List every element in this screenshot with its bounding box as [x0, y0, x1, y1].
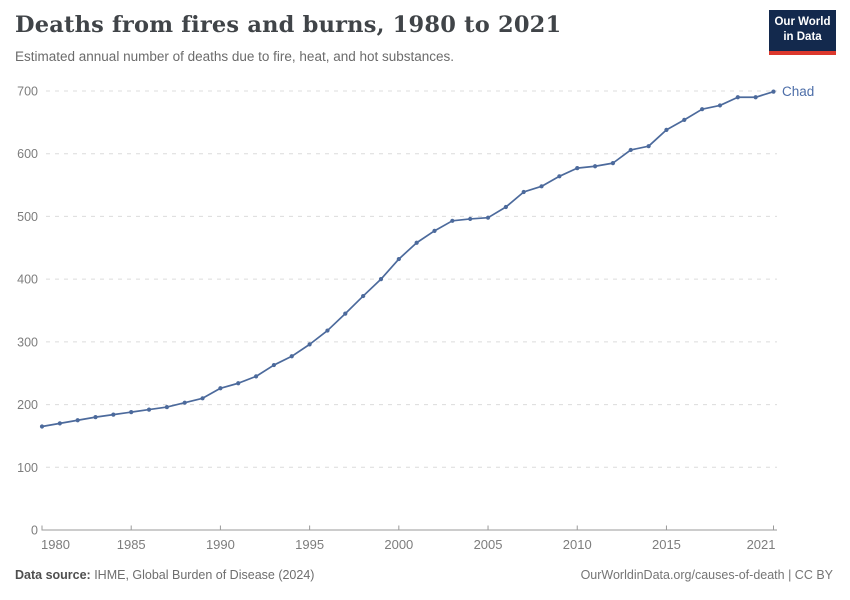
data-point[interactable]	[93, 415, 98, 420]
owid-logo[interactable]: Our World in Data	[769, 10, 836, 55]
data-point[interactable]	[485, 215, 491, 220]
owid-logo-line2: in Data	[783, 30, 822, 43]
data-source-note: Data source: IHME, Global Burden of Dise…	[15, 568, 314, 582]
data-point[interactable]	[646, 144, 651, 149]
entity-label[interactable]: Chad	[782, 84, 814, 99]
data-point[interactable]	[521, 189, 526, 195]
data-point[interactable]	[700, 107, 705, 112]
data-point[interactable]	[575, 166, 580, 171]
y-tick-label: 0	[31, 524, 38, 538]
series-line	[41, 90, 775, 428]
x-tick-label: 2010	[563, 537, 592, 552]
data-point[interactable]	[539, 184, 544, 189]
y-tick-label: 700	[17, 85, 38, 99]
data-point[interactable]	[592, 164, 598, 169]
data-point[interactable]	[75, 418, 80, 423]
page-subtitle: Estimated annual number of deaths due to…	[15, 49, 455, 64]
data-point[interactable]	[129, 409, 134, 415]
data-point[interactable]	[610, 161, 616, 166]
y-tick-label: 500	[17, 210, 38, 224]
x-tick-label: 1995	[295, 537, 324, 552]
data-point[interactable]	[361, 293, 366, 299]
data-point[interactable]	[771, 89, 776, 94]
credit-link[interactable]: OurWorldinData.org/causes-of-death | CC …	[580, 568, 833, 582]
chart-footer: Data source: IHME, Global Burden of Dise…	[15, 568, 833, 582]
owid-logo-line1: Our World	[774, 16, 831, 28]
data-point[interactable]	[432, 228, 437, 233]
page-title: Deaths from fires and burns, 1980 to 202…	[15, 12, 562, 38]
x-tick-label: 2021	[747, 537, 776, 552]
data-point[interactable]	[146, 407, 152, 412]
data-point[interactable]	[503, 204, 508, 210]
data-point[interactable]	[253, 374, 259, 379]
data-point[interactable]	[468, 216, 473, 222]
data-point[interactable]	[182, 400, 187, 405]
data-point[interactable]	[396, 256, 401, 262]
data-point[interactable]	[39, 424, 45, 429]
data-point[interactable]	[325, 328, 330, 333]
x-tick-label: 2000	[384, 537, 413, 552]
data-point[interactable]	[664, 127, 669, 132]
data-point[interactable]	[111, 412, 116, 417]
x-tick-label: 1990	[206, 537, 235, 552]
data-source-text: IHME, Global Burden of Disease (2024)	[90, 568, 315, 582]
y-tick-label: 100	[17, 461, 38, 475]
data-point[interactable]	[753, 95, 758, 100]
data-point[interactable]	[414, 240, 419, 245]
data-point[interactable]	[164, 404, 169, 410]
data-point[interactable]	[343, 311, 348, 316]
data-point[interactable]	[735, 95, 740, 100]
data-point[interactable]	[271, 362, 277, 368]
x-tick-label: 2005	[474, 537, 503, 552]
data-point[interactable]	[450, 218, 455, 223]
data-point[interactable]	[628, 147, 633, 153]
y-tick-label: 400	[17, 273, 38, 287]
data-point[interactable]	[57, 421, 62, 426]
x-tick-label: 2015	[652, 537, 681, 552]
y-tick-label: 600	[17, 147, 38, 161]
data-point[interactable]	[557, 174, 562, 179]
y-tick-label: 300	[17, 335, 38, 349]
data-point[interactable]	[307, 342, 312, 347]
data-point[interactable]	[682, 117, 687, 122]
data-point[interactable]	[218, 386, 223, 391]
data-source-label: Data source:	[15, 568, 91, 582]
data-point[interactable]	[289, 354, 294, 359]
y-tick-label: 200	[17, 398, 38, 412]
x-tick-label: 1985	[117, 537, 146, 552]
data-point[interactable]	[200, 396, 205, 401]
data-point[interactable]	[378, 277, 384, 282]
data-point[interactable]	[236, 381, 241, 386]
data-point[interactable]	[717, 103, 723, 108]
x-tick-label: 1980	[41, 537, 70, 552]
